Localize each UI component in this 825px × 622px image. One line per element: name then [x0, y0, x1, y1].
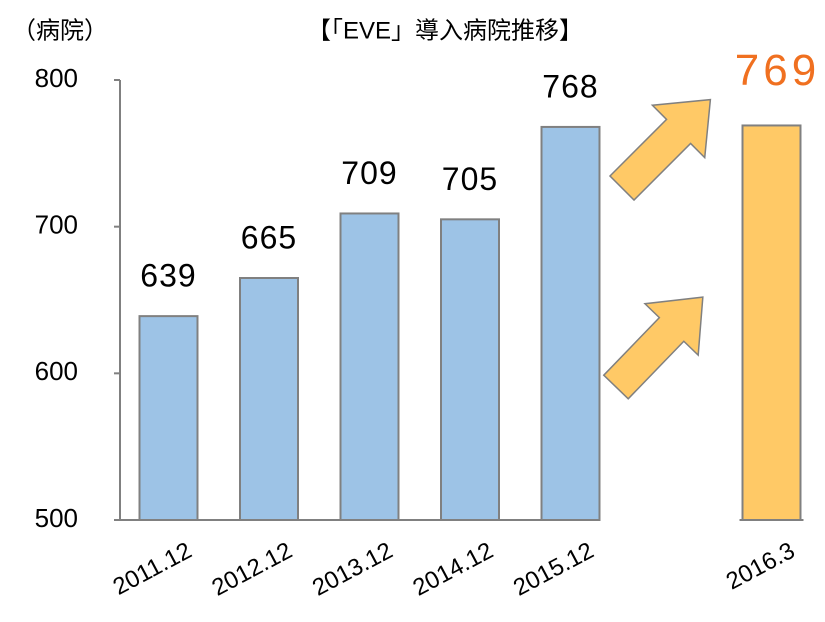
y-tick-label: 700	[35, 210, 78, 240]
x-tick-label: 2013.12	[308, 537, 397, 602]
value-label: 705	[442, 161, 498, 197]
arrow	[608, 98, 712, 202]
chart-title: 【「EVE」導入病院推移】	[307, 17, 583, 44]
x-tick-label: 2015.12	[509, 537, 598, 602]
bar	[239, 277, 299, 521]
x-tick-label: 2012.12	[208, 537, 297, 602]
value-label: 709	[341, 155, 397, 191]
x-tick-label: 2011.12	[109, 537, 197, 601]
arrow	[602, 296, 704, 400]
x-tick-label: 2014.12	[409, 537, 498, 602]
y-tick-label: 600	[35, 356, 78, 386]
y-tick-label: 800	[35, 63, 78, 93]
bar	[540, 125, 601, 522]
value-label: 768	[542, 68, 598, 104]
value-label: 769	[735, 46, 820, 95]
y-axis-label: （病院）	[12, 17, 108, 44]
bar	[138, 315, 199, 521]
bar	[339, 212, 400, 521]
bar	[440, 218, 500, 521]
value-label: 639	[140, 258, 196, 294]
bar	[741, 124, 802, 521]
y-tick-label: 500	[35, 503, 78, 533]
x-tick-label: 2016.3	[722, 537, 799, 595]
arrows	[602, 98, 712, 400]
value-label: 665	[241, 219, 297, 255]
